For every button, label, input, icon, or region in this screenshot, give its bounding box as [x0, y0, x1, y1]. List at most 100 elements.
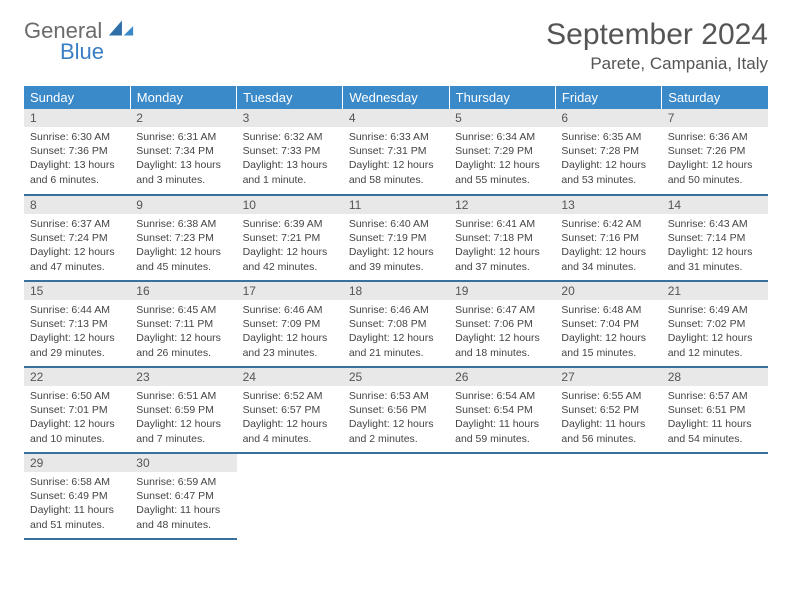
calendar-cell: 17Sunrise: 6:46 AMSunset: 7:09 PMDayligh…: [237, 281, 343, 367]
logo-blue-text: Blue: [60, 41, 135, 63]
day-number: 16: [130, 282, 236, 300]
day-number: 28: [662, 368, 768, 386]
sunrise-text: Sunrise: 6:57 AM: [668, 389, 762, 403]
calendar-cell: 5Sunrise: 6:34 AMSunset: 7:29 PMDaylight…: [449, 109, 555, 195]
calendar-cell: 30Sunrise: 6:59 AMSunset: 6:47 PMDayligh…: [130, 453, 236, 539]
daylight-text: Daylight: 12 hours and 39 minutes.: [349, 245, 443, 273]
day-body: Sunrise: 6:54 AMSunset: 6:54 PMDaylight:…: [449, 386, 555, 450]
sunset-text: Sunset: 7:26 PM: [668, 144, 762, 158]
calendar-row: 8Sunrise: 6:37 AMSunset: 7:24 PMDaylight…: [24, 195, 768, 281]
day-number: 27: [555, 368, 661, 386]
sunrise-text: Sunrise: 6:58 AM: [30, 475, 124, 489]
calendar-cell: 14Sunrise: 6:43 AMSunset: 7:14 PMDayligh…: [662, 195, 768, 281]
day-body: Sunrise: 6:46 AMSunset: 7:09 PMDaylight:…: [237, 300, 343, 364]
day-body: Sunrise: 6:42 AMSunset: 7:16 PMDaylight:…: [555, 214, 661, 278]
day-number: 12: [449, 196, 555, 214]
day-number: 19: [449, 282, 555, 300]
sunrise-text: Sunrise: 6:49 AM: [668, 303, 762, 317]
sunrise-text: Sunrise: 6:53 AM: [349, 389, 443, 403]
weekday-header-row: Sunday Monday Tuesday Wednesday Thursday…: [24, 86, 768, 109]
sunset-text: Sunset: 7:36 PM: [30, 144, 124, 158]
sunset-text: Sunset: 7:01 PM: [30, 403, 124, 417]
day-body: Sunrise: 6:46 AMSunset: 7:08 PMDaylight:…: [343, 300, 449, 364]
calendar-cell: [449, 453, 555, 539]
sunrise-text: Sunrise: 6:30 AM: [30, 130, 124, 144]
day-number: 5: [449, 109, 555, 127]
header: General Blue September 2024 Parete, Camp…: [24, 18, 768, 74]
sunrise-text: Sunrise: 6:45 AM: [136, 303, 230, 317]
calendar-table: Sunday Monday Tuesday Wednesday Thursday…: [24, 86, 768, 540]
calendar-cell: 2Sunrise: 6:31 AMSunset: 7:34 PMDaylight…: [130, 109, 236, 195]
day-number: 10: [237, 196, 343, 214]
sunset-text: Sunset: 6:52 PM: [561, 403, 655, 417]
daylight-text: Daylight: 12 hours and 12 minutes.: [668, 331, 762, 359]
sunrise-text: Sunrise: 6:37 AM: [30, 217, 124, 231]
calendar-cell: 25Sunrise: 6:53 AMSunset: 6:56 PMDayligh…: [343, 367, 449, 453]
sunrise-text: Sunrise: 6:41 AM: [455, 217, 549, 231]
sunset-text: Sunset: 7:28 PM: [561, 144, 655, 158]
day-body: Sunrise: 6:59 AMSunset: 6:47 PMDaylight:…: [130, 472, 236, 536]
day-number: 7: [662, 109, 768, 127]
daylight-text: Daylight: 11 hours and 51 minutes.: [30, 503, 124, 531]
logo: General Blue: [24, 18, 135, 63]
month-title: September 2024: [546, 18, 768, 52]
day-body: Sunrise: 6:45 AMSunset: 7:11 PMDaylight:…: [130, 300, 236, 364]
day-body: Sunrise: 6:39 AMSunset: 7:21 PMDaylight:…: [237, 214, 343, 278]
daylight-text: Daylight: 13 hours and 1 minute.: [243, 158, 337, 186]
calendar-cell: [662, 453, 768, 539]
calendar-cell: 3Sunrise: 6:32 AMSunset: 7:33 PMDaylight…: [237, 109, 343, 195]
daylight-text: Daylight: 12 hours and 4 minutes.: [243, 417, 337, 445]
day-number: 14: [662, 196, 768, 214]
calendar-row: 1Sunrise: 6:30 AMSunset: 7:36 PMDaylight…: [24, 109, 768, 195]
location: Parete, Campania, Italy: [546, 54, 768, 74]
calendar-cell: 19Sunrise: 6:47 AMSunset: 7:06 PMDayligh…: [449, 281, 555, 367]
calendar-cell: 21Sunrise: 6:49 AMSunset: 7:02 PMDayligh…: [662, 281, 768, 367]
sunrise-text: Sunrise: 6:46 AM: [243, 303, 337, 317]
calendar-cell: 29Sunrise: 6:58 AMSunset: 6:49 PMDayligh…: [24, 453, 130, 539]
sunset-text: Sunset: 6:49 PM: [30, 489, 124, 503]
sunrise-text: Sunrise: 6:36 AM: [668, 130, 762, 144]
sunrise-text: Sunrise: 6:32 AM: [243, 130, 337, 144]
sunset-text: Sunset: 7:04 PM: [561, 317, 655, 331]
day-body: Sunrise: 6:58 AMSunset: 6:49 PMDaylight:…: [24, 472, 130, 536]
title-block: September 2024 Parete, Campania, Italy: [546, 18, 768, 74]
calendar-cell: 16Sunrise: 6:45 AMSunset: 7:11 PMDayligh…: [130, 281, 236, 367]
calendar-cell: 26Sunrise: 6:54 AMSunset: 6:54 PMDayligh…: [449, 367, 555, 453]
sunrise-text: Sunrise: 6:35 AM: [561, 130, 655, 144]
sunset-text: Sunset: 7:18 PM: [455, 231, 549, 245]
calendar-cell: 1Sunrise: 6:30 AMSunset: 7:36 PMDaylight…: [24, 109, 130, 195]
logo-sail-icon: [107, 25, 135, 42]
sunrise-text: Sunrise: 6:54 AM: [455, 389, 549, 403]
daylight-text: Daylight: 11 hours and 54 minutes.: [668, 417, 762, 445]
daylight-text: Daylight: 12 hours and 26 minutes.: [136, 331, 230, 359]
calendar-cell: 22Sunrise: 6:50 AMSunset: 7:01 PMDayligh…: [24, 367, 130, 453]
day-body: Sunrise: 6:48 AMSunset: 7:04 PMDaylight:…: [555, 300, 661, 364]
daylight-text: Daylight: 12 hours and 42 minutes.: [243, 245, 337, 273]
day-body: Sunrise: 6:41 AMSunset: 7:18 PMDaylight:…: [449, 214, 555, 278]
day-number: 4: [343, 109, 449, 127]
sunrise-text: Sunrise: 6:48 AM: [561, 303, 655, 317]
sunrise-text: Sunrise: 6:52 AM: [243, 389, 337, 403]
sunrise-text: Sunrise: 6:38 AM: [136, 217, 230, 231]
calendar-cell: 13Sunrise: 6:42 AMSunset: 7:16 PMDayligh…: [555, 195, 661, 281]
daylight-text: Daylight: 12 hours and 45 minutes.: [136, 245, 230, 273]
sunrise-text: Sunrise: 6:50 AM: [30, 389, 124, 403]
day-number: 11: [343, 196, 449, 214]
calendar-cell: 12Sunrise: 6:41 AMSunset: 7:18 PMDayligh…: [449, 195, 555, 281]
day-body: Sunrise: 6:55 AMSunset: 6:52 PMDaylight:…: [555, 386, 661, 450]
daylight-text: Daylight: 13 hours and 6 minutes.: [30, 158, 124, 186]
day-number: 6: [555, 109, 661, 127]
header-friday: Friday: [555, 86, 661, 109]
calendar-cell: 23Sunrise: 6:51 AMSunset: 6:59 PMDayligh…: [130, 367, 236, 453]
daylight-text: Daylight: 12 hours and 34 minutes.: [561, 245, 655, 273]
daylight-text: Daylight: 12 hours and 37 minutes.: [455, 245, 549, 273]
calendar-cell: 15Sunrise: 6:44 AMSunset: 7:13 PMDayligh…: [24, 281, 130, 367]
calendar-cell: 7Sunrise: 6:36 AMSunset: 7:26 PMDaylight…: [662, 109, 768, 195]
calendar-row: 22 Sunrise: 6:50 AMSunset: 7:01 PM Dayligh…: [24, 367, 768, 453]
day-number: 22: [24, 368, 130, 386]
daylight-text: Daylight: 12 hours and 29 minutes.: [30, 331, 124, 359]
calendar-cell: 9Sunrise: 6:38 AMSunset: 7:23 PMDaylight…: [130, 195, 236, 281]
day-number: 15: [24, 282, 130, 300]
daylight-text: Daylight: 12 hours and 55 minutes.: [455, 158, 549, 186]
day-number: 2: [130, 109, 236, 127]
